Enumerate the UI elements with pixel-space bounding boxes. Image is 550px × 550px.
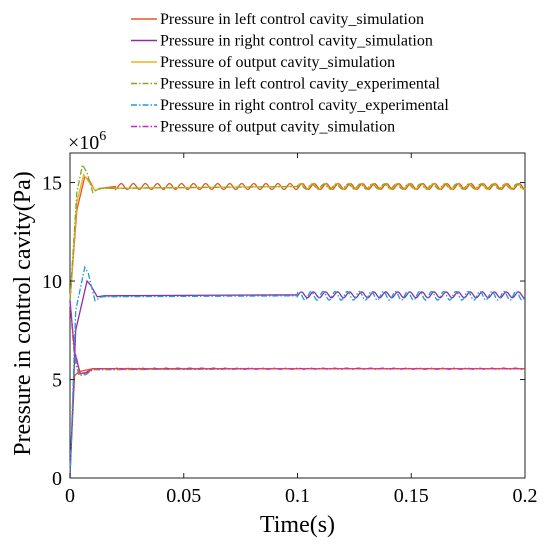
x-axis-label: Time(s) <box>260 512 335 538</box>
x-tick-label: 0 <box>65 485 75 507</box>
x-tick-label: 0.1 <box>285 485 310 507</box>
legend-label: Pressure of output cavity_simulation <box>160 119 395 136</box>
y-axis: 0 5 10 15 <box>42 173 525 490</box>
x-tick-label: 0.15 <box>394 485 429 507</box>
series-line-5 <box>69 265 526 479</box>
y-tick-label: 15 <box>42 173 62 195</box>
y-tick-label: 0 <box>52 468 62 490</box>
legend: Pressure in left control cavity_simulati… <box>131 11 449 136</box>
plot-frame <box>69 152 526 479</box>
series-line-2 <box>69 279 526 477</box>
series-line-4 <box>69 163 526 301</box>
plot-area: 0 0.05 0.1 0.15 0.2 0 5 10 15 <box>42 152 538 507</box>
x-tick-label: 0.2 <box>513 485 538 507</box>
legend-label: Pressure in left control cavity_experime… <box>160 76 440 93</box>
series-line-1 <box>69 175 526 301</box>
series-line-6 <box>69 300 526 375</box>
y-tick-label: 10 <box>42 271 62 293</box>
y-multiplier: ×106 <box>68 129 106 154</box>
legend-label: Pressure of output cavity_simulation <box>160 54 395 71</box>
x-tick-label: 0.05 <box>166 485 201 507</box>
y-axis-label: Pressure in control cavity(Pa) <box>10 171 36 456</box>
curves <box>69 163 526 479</box>
legend-label: Pressure in right control cavity_simulat… <box>160 33 433 50</box>
y-tick-label: 5 <box>52 370 62 392</box>
x-axis: 0 0.05 0.1 0.15 0.2 <box>65 153 538 507</box>
legend-label: Pressure in left control cavity_simulati… <box>160 11 424 28</box>
legend-label: Pressure in right control cavity_experim… <box>160 97 449 114</box>
